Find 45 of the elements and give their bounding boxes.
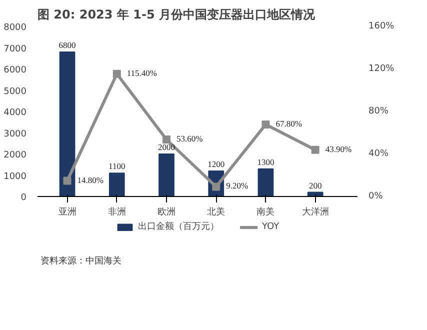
y-tick-label: 4000 — [4, 108, 27, 118]
y2-tick-label: 40% — [368, 149, 389, 159]
y-tick-label: 5000 — [4, 86, 27, 97]
legend-label: YOY — [262, 222, 280, 232]
x-tick-label: 南美 — [256, 206, 275, 218]
bar — [158, 154, 174, 196]
data-label: 53.60% — [176, 134, 203, 144]
point — [311, 146, 320, 154]
point — [162, 136, 170, 144]
data-label: 200 — [308, 180, 322, 190]
text: 资料来源：中国海关 — [40, 256, 122, 266]
bar — [258, 168, 274, 196]
bar — [59, 52, 76, 196]
chart-title: 图 20: 2023 年 1-5 月份中国变压器出口地区情况 — [38, 8, 316, 22]
y2-tick-label: 0% — [368, 192, 384, 202]
x-tick-label: 北美 — [207, 206, 226, 218]
x-tick-label: 非洲 — [108, 206, 126, 218]
bar — [108, 172, 125, 196]
point — [262, 120, 270, 128]
data-label: 43.90% — [325, 144, 352, 154]
point — [63, 176, 72, 185]
data-label: 9.20% — [226, 180, 248, 191]
data-label: 2000 — [158, 142, 175, 152]
data-label: 1300 — [257, 156, 274, 167]
data-label: 14.80% — [77, 174, 104, 185]
y-tick-label: 0 — [20, 193, 27, 203]
x-tick-label: 大洋洲 — [302, 206, 329, 218]
data-label: 6800 — [58, 40, 76, 50]
data-label: 67.80% — [276, 118, 302, 128]
data-label: 1100 — [108, 161, 126, 172]
y2-tick-label: 160% — [368, 22, 395, 32]
y2-tick-label: 80% — [368, 106, 389, 116]
y2-tick-label: 120% — [368, 64, 395, 74]
legend-label: 出口金额（百万元） — [138, 220, 219, 233]
y-tick-label: 6000 — [4, 66, 27, 76]
y-tick-label: 2000 — [4, 150, 27, 160]
y-tick-label: 8000 — [4, 23, 27, 33]
data-label: 115.40% — [126, 68, 158, 78]
point — [112, 70, 121, 78]
y-tick-label: 7000 — [4, 44, 27, 54]
y-tick-label: 3000 — [4, 129, 27, 140]
y-tick-label: 1000 — [4, 172, 27, 182]
data-label: 1200 — [208, 159, 225, 169]
x-tick-label: 欧洲 — [157, 206, 176, 218]
x-tick-label: 亚洲 — [58, 206, 76, 218]
